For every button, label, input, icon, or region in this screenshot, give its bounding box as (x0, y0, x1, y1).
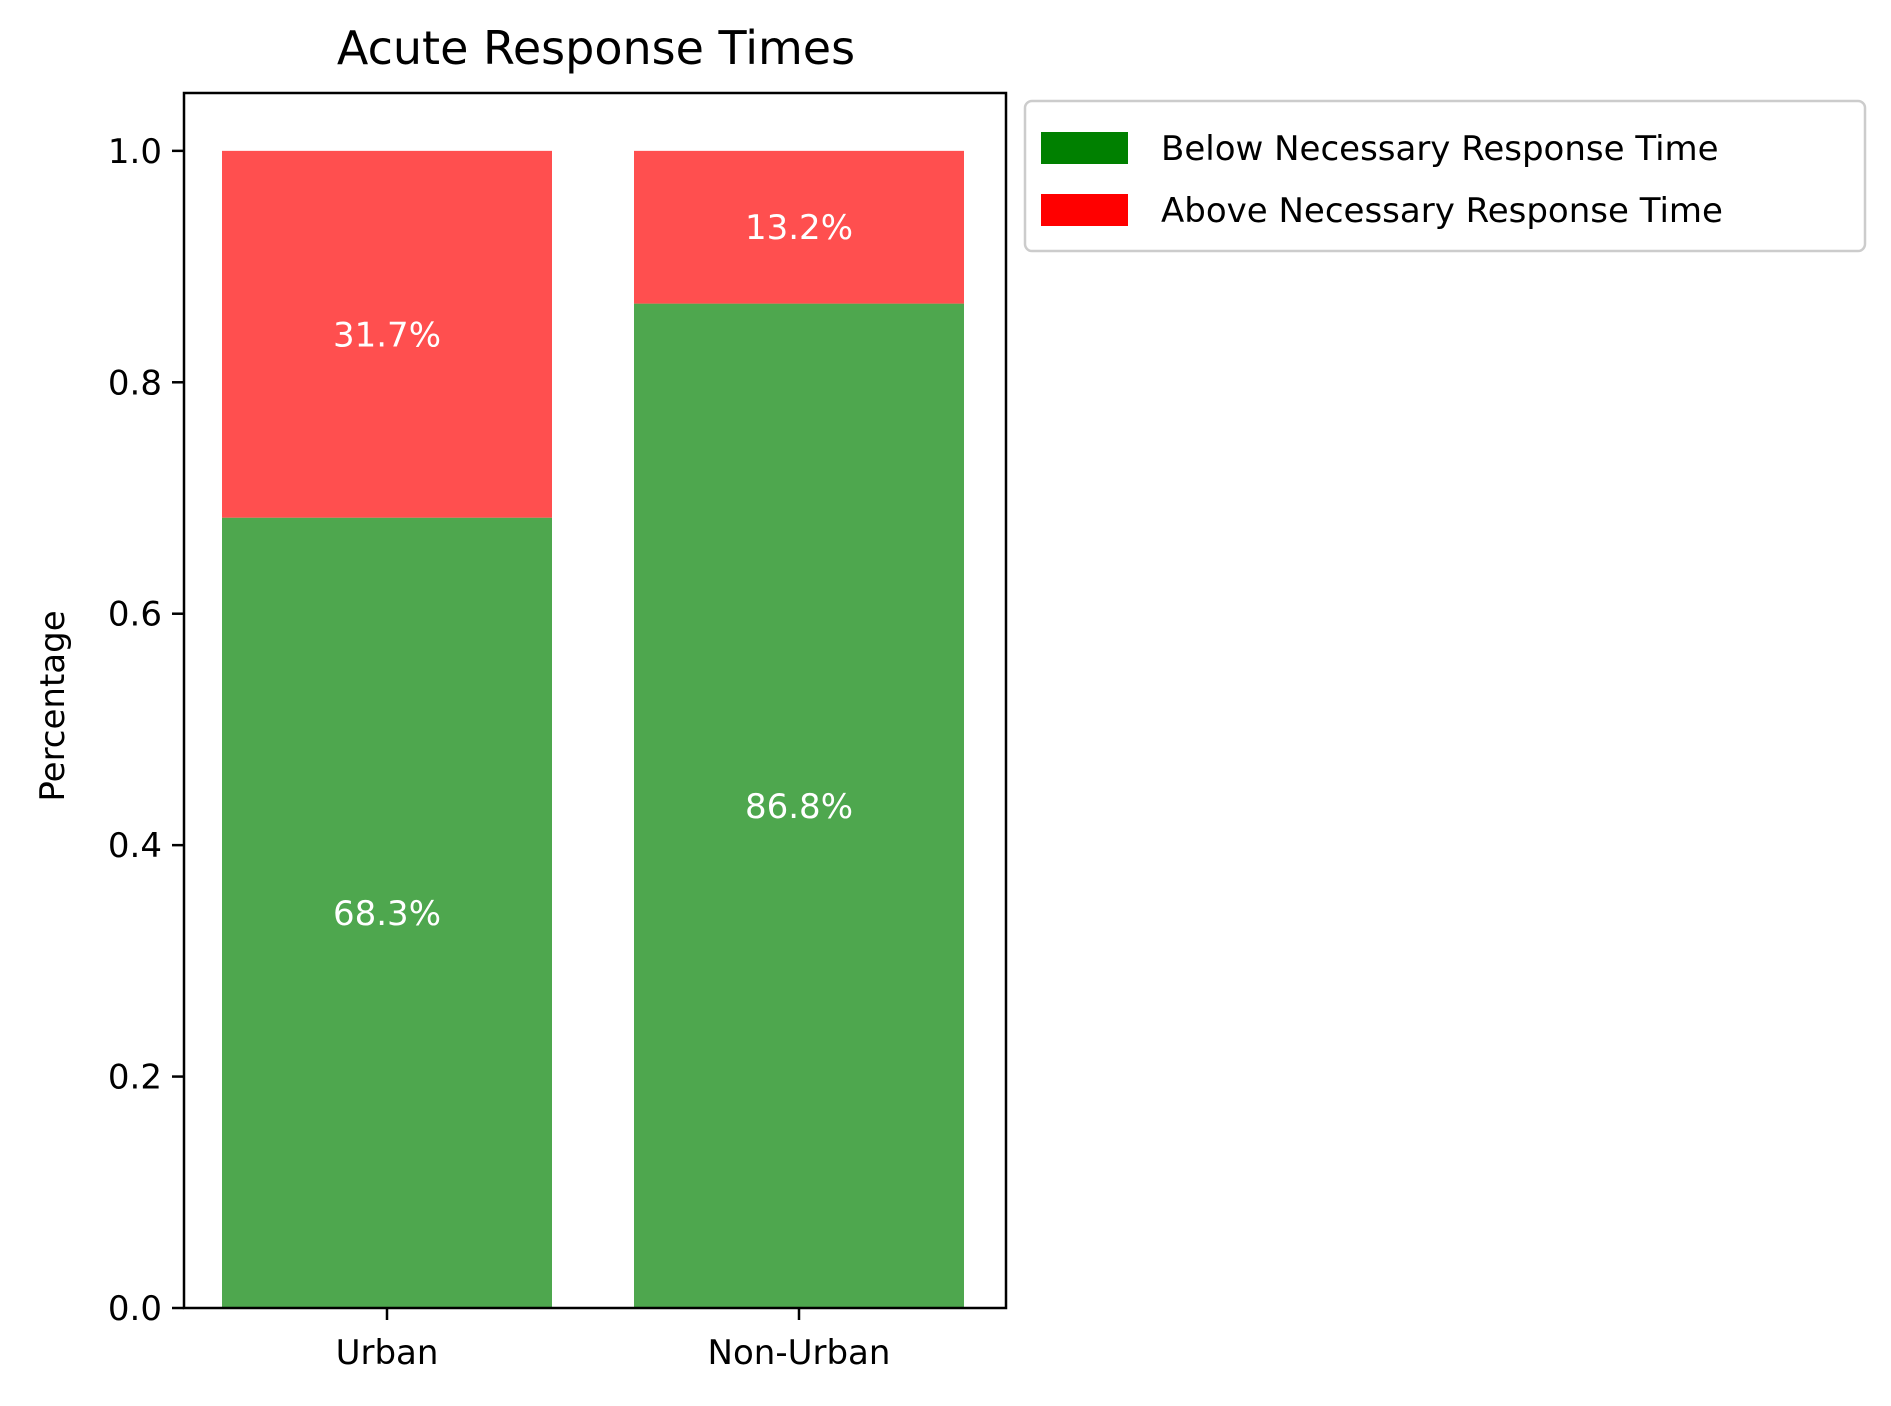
legend-frame (1023, 99, 1867, 253)
data-label: 31.7% (333, 315, 441, 355)
plot-frame (182, 91, 1008, 1310)
legend-label: Above Necessary Response Time (1161, 191, 1723, 231)
y-tick-label: 0.0 (108, 1289, 162, 1329)
y-tick-label: 1.0 (108, 132, 162, 172)
y-tick-label: 0.2 (108, 1058, 162, 1098)
data-labels: 68.3% 31.7% 86.8% 13.2% (333, 208, 853, 934)
bar-non-urban-series-1 (634, 303, 964, 1309)
data-label: 86.8% (745, 787, 853, 827)
x-axis: Urban Non-Urban (336, 1308, 891, 1373)
y-axis: 0.0 0.2 0.4 0.6 0.8 1.0 (108, 132, 184, 1329)
y-tick-label: 0.4 (108, 826, 162, 866)
bar-non-urban-series-2 (634, 150, 964, 304)
legend-label: Below Necessary Response Time (1161, 129, 1719, 169)
y-axis-label: Percentage (33, 610, 73, 801)
y-tick-label: 0.6 (108, 595, 162, 635)
bars (222, 150, 964, 1309)
bar-urban-series-2 (222, 150, 552, 518)
x-tick-label: Urban (336, 1333, 439, 1373)
legend: Below Necessary Response Time Above Neces… (1023, 99, 1867, 253)
data-label: 68.3% (333, 894, 441, 934)
legend-swatch (1041, 132, 1128, 164)
data-label: 13.2% (745, 208, 853, 248)
bar-urban-series-1 (222, 517, 552, 1308)
x-tick-label: Non-Urban (708, 1333, 891, 1373)
legend-items: Below Necessary Response Time Above Neces… (1041, 129, 1723, 231)
legend-swatch (1041, 194, 1128, 226)
chart-title: Acute Response Times (337, 21, 855, 75)
y-tick-label: 0.8 (108, 363, 162, 403)
